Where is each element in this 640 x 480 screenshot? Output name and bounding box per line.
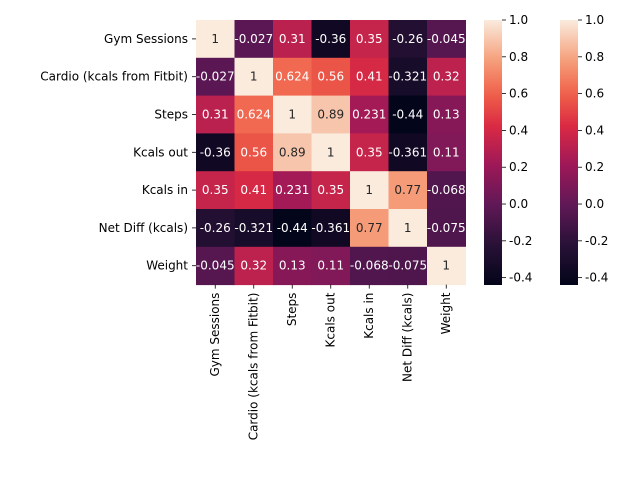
cell-value-label: -0.26 bbox=[200, 221, 231, 235]
cell-value-label: 0.231 bbox=[352, 108, 386, 122]
colorbar-tick-label: 0.6 bbox=[585, 87, 604, 101]
cell-value-label: 1 bbox=[288, 108, 296, 122]
cell-value-label: 0.35 bbox=[356, 145, 383, 159]
cell-value-label: 0.89 bbox=[279, 145, 306, 159]
cell-value-label: -0.068 bbox=[350, 259, 389, 273]
colorbar bbox=[560, 20, 578, 285]
cell-value-label: 0.32 bbox=[240, 259, 267, 273]
colorbar-tick-label: 0.2 bbox=[509, 160, 528, 174]
cell-value-label: -0.36 bbox=[315, 32, 346, 46]
cell-value-label: 0.31 bbox=[202, 108, 229, 122]
x-tick-label: Steps bbox=[285, 293, 299, 327]
colorbar-tick-label: 0.4 bbox=[585, 123, 604, 137]
cell-value-label: 1 bbox=[250, 70, 258, 84]
cell-value-label: -0.361 bbox=[388, 145, 427, 159]
cell-value-label: 0.35 bbox=[356, 32, 383, 46]
colorbar-tick-label: -0.4 bbox=[509, 271, 532, 285]
y-tick-label: Kcals out bbox=[133, 145, 188, 159]
colorbar-tick-label: -0.4 bbox=[585, 271, 608, 285]
cell-value-label: -0.075 bbox=[427, 221, 466, 235]
cell-value-label: 0.41 bbox=[240, 183, 267, 197]
y-tick-label: Weight bbox=[146, 259, 188, 273]
cell-value-label: 0.11 bbox=[317, 259, 344, 273]
x-tick-label: Net Diff (kcals) bbox=[401, 293, 415, 382]
colorbar-tick-label: -0.2 bbox=[585, 234, 608, 248]
cell-value-label: -0.027 bbox=[196, 70, 235, 84]
y-tick-label: Steps bbox=[154, 108, 188, 122]
cell-value-label: -0.045 bbox=[427, 32, 466, 46]
cell-value-label: 1 bbox=[404, 221, 412, 235]
y-tick-label: Gym Sessions bbox=[104, 32, 188, 46]
colorbar-tick-label: 0.4 bbox=[509, 123, 528, 137]
cell-value-label: -0.045 bbox=[196, 259, 235, 273]
cell-value-label: 0.624 bbox=[237, 108, 271, 122]
y-axis-ticks: Gym Sessions Cardio (kcals from Fitbit) St… bbox=[40, 32, 196, 273]
cell-value-label: 0.13 bbox=[433, 108, 460, 122]
x-tick-label: Cardio (kcals from Fitbit) bbox=[247, 293, 261, 441]
cell-value-label: 0.32 bbox=[433, 70, 460, 84]
cell-value-label: 1 bbox=[365, 183, 373, 197]
cell-value-label: 0.624 bbox=[275, 70, 309, 84]
cell-value-label: 0.77 bbox=[356, 221, 383, 235]
colorbar-tick-label: 0.6 bbox=[509, 87, 528, 101]
y-tick-label: Kcals in bbox=[142, 183, 188, 197]
cell-value-label: 1 bbox=[327, 145, 335, 159]
colorbar-tick-label: 1.0 bbox=[509, 13, 528, 27]
cell-value-label: -0.44 bbox=[392, 108, 423, 122]
cell-value-label: -0.321 bbox=[234, 221, 273, 235]
colorbar-tick-label: 0.0 bbox=[585, 197, 604, 211]
x-axis-ticks: Gym Sessions Cardio (kcals from Fitbit) St… bbox=[208, 285, 453, 441]
cell-value-label: 0.89 bbox=[317, 108, 344, 122]
cell-value-label: -0.068 bbox=[427, 183, 466, 197]
cell-value-label: -0.36 bbox=[200, 145, 231, 159]
cell-value-label: -0.027 bbox=[234, 32, 273, 46]
cell-value-label: -0.075 bbox=[388, 259, 427, 273]
colorbar-tick-label: 0.0 bbox=[509, 197, 528, 211]
cell-value-label: 0.56 bbox=[240, 145, 267, 159]
x-tick-label: Kcals out bbox=[324, 292, 338, 347]
colorbar-tick-label: 0.8 bbox=[585, 50, 604, 64]
cell-value-label: 0.231 bbox=[275, 183, 309, 197]
cell-value-label: 0.35 bbox=[317, 183, 344, 197]
cell-value-label: 0.31 bbox=[279, 32, 306, 46]
colorbar-tick-label: 1.0 bbox=[585, 13, 604, 27]
cell-value-label: -0.26 bbox=[392, 32, 423, 46]
colorbars: -0.4 -0.2 0.0 0.2 0.4 0.6 0.8 1.0 -0.4 -0.2 0.0 0.2… bbox=[484, 13, 608, 285]
colorbar-tick-label: -0.2 bbox=[509, 234, 532, 248]
cell-value-label: 0.56 bbox=[317, 70, 344, 84]
cell-value-label: 0.13 bbox=[279, 259, 306, 273]
cell-value-label: 0.35 bbox=[202, 183, 229, 197]
cell-value-label: -0.44 bbox=[277, 221, 308, 235]
cell-value-label: 0.11 bbox=[433, 145, 460, 159]
colorbar-tick-label: 0.8 bbox=[509, 50, 528, 64]
cell-value-label: -0.361 bbox=[311, 221, 350, 235]
cell-value-label: 0.77 bbox=[394, 183, 421, 197]
colorbar-tick-label: 0.2 bbox=[585, 160, 604, 174]
y-tick-label: Cardio (kcals from Fitbit) bbox=[40, 70, 188, 84]
cell-value-label: 1 bbox=[442, 259, 450, 273]
cell-value-label: 1 bbox=[211, 32, 219, 46]
cell-value-label: 0.41 bbox=[356, 70, 383, 84]
x-tick-label: Weight bbox=[439, 292, 453, 334]
colorbar bbox=[484, 20, 502, 285]
x-tick-label: Gym Sessions bbox=[208, 293, 222, 377]
cell-value-label: -0.321 bbox=[388, 70, 427, 84]
x-tick-label: Kcals in bbox=[362, 293, 376, 339]
y-tick-label: Net Diff (kcals) bbox=[99, 221, 188, 235]
